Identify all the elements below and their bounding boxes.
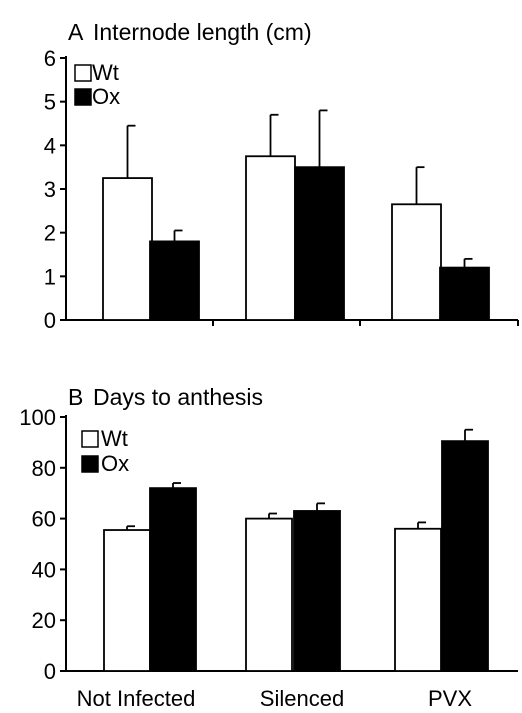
y-tick-label: 100: [19, 405, 56, 430]
bar-ox: [293, 510, 341, 672]
y-tick-label: 2: [44, 221, 56, 246]
panel-a-legend: Wt Ox: [74, 60, 120, 109]
legend-label-wt: Wt: [92, 60, 119, 85]
y-tick-label: 4: [44, 133, 56, 158]
bar-wt: [245, 155, 296, 321]
y-tick-label: 3: [44, 177, 56, 202]
legend-swatch-wt: [81, 430, 99, 448]
y-tick-label: 0: [44, 659, 56, 684]
panel-b-title: Days to anthesis: [93, 384, 263, 410]
legend-label-wt: Wt: [101, 426, 128, 451]
panel-a-title: Internode length (cm): [93, 19, 312, 45]
bar-wt: [103, 529, 151, 672]
bar-ox: [439, 266, 490, 321]
bar-wt: [394, 527, 442, 672]
panel-b-y-ticks: 0 20 40 60 80 100: [19, 405, 66, 684]
y-tick-label: 20: [32, 608, 56, 633]
bar-ox: [149, 240, 200, 321]
bar-wt: [102, 177, 153, 321]
bar-ox: [441, 440, 489, 672]
category-label: Not Infected: [77, 686, 196, 711]
panel-b: B Days to anthesis 0 20 40 60 80 100 Wt Ox No…: [19, 384, 518, 711]
panel-b-letter: B: [68, 384, 83, 410]
y-tick-label: 6: [44, 46, 56, 71]
panel-b-legend: Wt Ox: [81, 426, 129, 476]
legend-label-ox: Ox: [101, 451, 129, 476]
category-label: Silenced: [260, 686, 344, 711]
bar-wt: [391, 203, 442, 321]
y-tick-label: 60: [32, 507, 56, 532]
legend-swatch-ox: [74, 88, 92, 106]
legend-swatch-wt: [74, 64, 92, 82]
category-label: PVX: [428, 686, 472, 711]
y-tick-label: 0: [44, 308, 56, 333]
panel-b-bars: [103, 428, 489, 672]
panel-a: A Internode length (cm) 0 1 2 3 4 5 6 Wt Ox: [44, 19, 519, 333]
panel-a-letter: A: [68, 19, 84, 45]
panel-a-bars: [102, 109, 490, 321]
panel-a-y-ticks: 0 1 2 3 4 5 6: [44, 46, 66, 333]
y-tick-label: 80: [32, 456, 56, 481]
legend-label-ox: Ox: [92, 84, 120, 109]
y-tick-label: 5: [44, 90, 56, 115]
bar-ox: [149, 487, 197, 672]
category-labels: Not Infected Silenced PVX: [77, 686, 473, 711]
bar-wt: [245, 517, 293, 672]
bar-ox: [294, 166, 345, 321]
y-tick-label: 40: [32, 557, 56, 582]
y-tick-label: 1: [44, 264, 56, 289]
legend-swatch-ox: [81, 455, 99, 473]
